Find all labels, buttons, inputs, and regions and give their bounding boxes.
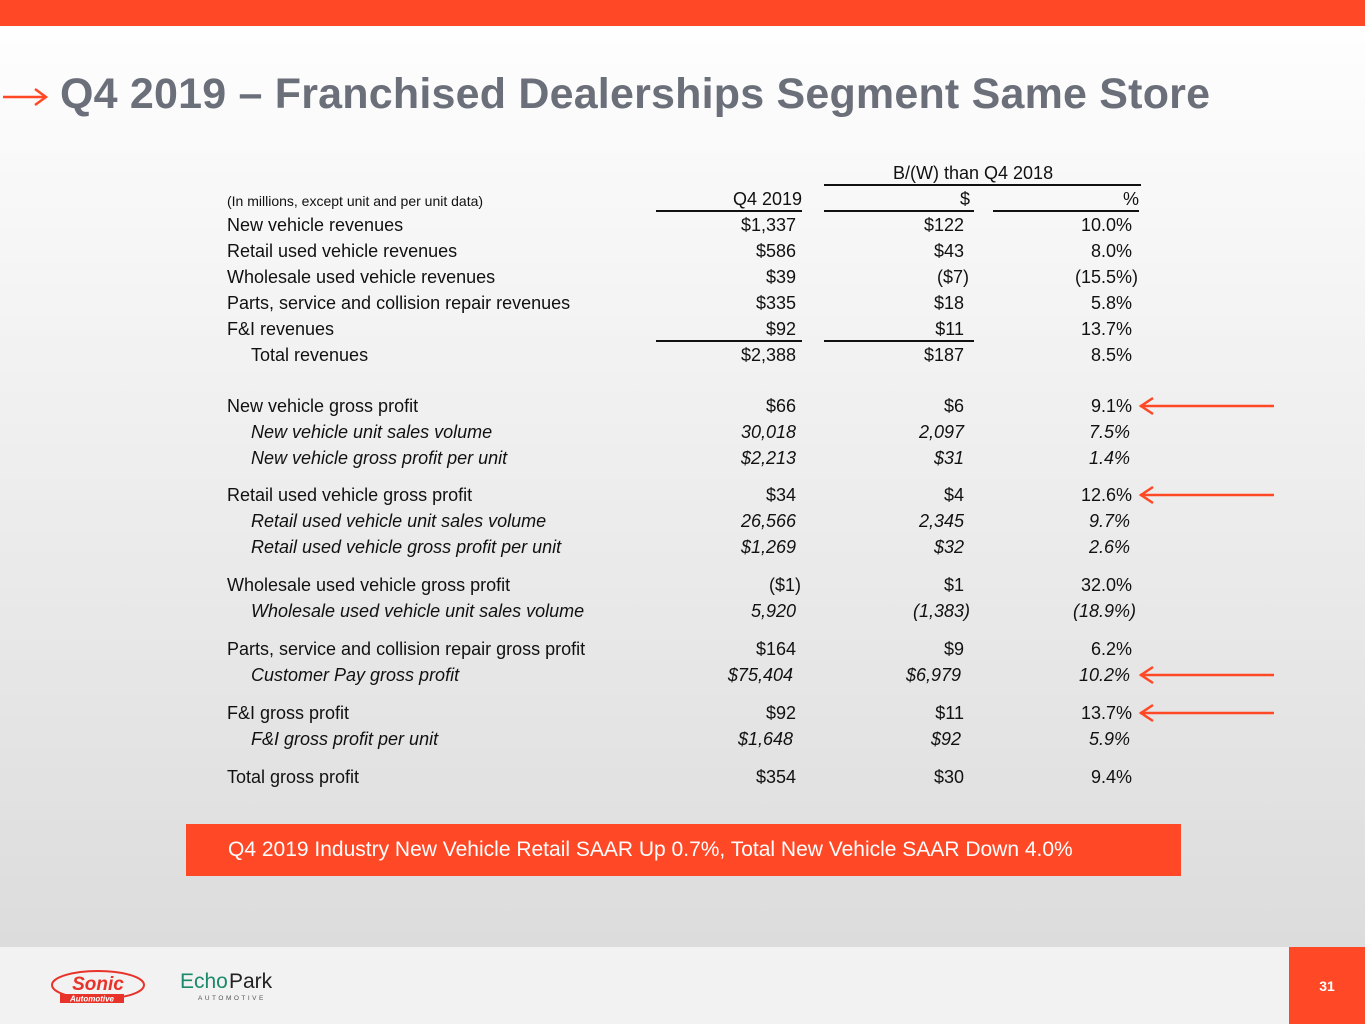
- highlight-arrow-icon: [1138, 665, 1274, 685]
- col-q4-underline: [656, 210, 802, 212]
- subtotal-underline-dollar: [824, 340, 974, 342]
- echopark-automotive-logo: Echo Park AUTOMOTIVE: [180, 970, 273, 1002]
- slide-title: Q4 2019 – Franchised Dealerships Segment…: [60, 70, 1211, 118]
- units-note: (In millions, except unit and per unit d…: [227, 193, 484, 209]
- col-header-q4: Q4 2019: [732, 189, 802, 209]
- svg-text:Park: Park: [229, 970, 273, 993]
- svg-text:Automotive: Automotive: [69, 995, 115, 1004]
- saar-banner: Q4 2019 Industry New Vehicle Retail SAAR…: [186, 824, 1181, 876]
- title-arrow-icon: [3, 87, 49, 107]
- group-header-underline: [824, 184, 1141, 186]
- svg-text:Sonic: Sonic: [72, 974, 124, 995]
- top-accent-bar: [0, 0, 1365, 26]
- svg-text:AUTOMOTIVE: AUTOMOTIVE: [198, 995, 266, 1002]
- subtotal-underline-q4: [656, 340, 802, 342]
- col-header-dollar: $: [959, 189, 970, 209]
- highlight-arrow-icon: [1138, 703, 1274, 723]
- highlight-arrow-icon: [1138, 485, 1274, 505]
- svg-text:Echo: Echo: [180, 970, 228, 993]
- page-number: 31: [1289, 947, 1365, 1024]
- col-header-pct: %: [1122, 189, 1139, 209]
- group-header: B/(W) than Q4 2018: [893, 163, 1054, 183]
- col-dollar-underline: [824, 210, 974, 212]
- footer: [0, 947, 1365, 1024]
- highlight-arrow-icon: [1138, 396, 1274, 416]
- sonic-automotive-logo: Sonic Automotive: [51, 970, 145, 1004]
- col-pct-underline: [993, 210, 1139, 212]
